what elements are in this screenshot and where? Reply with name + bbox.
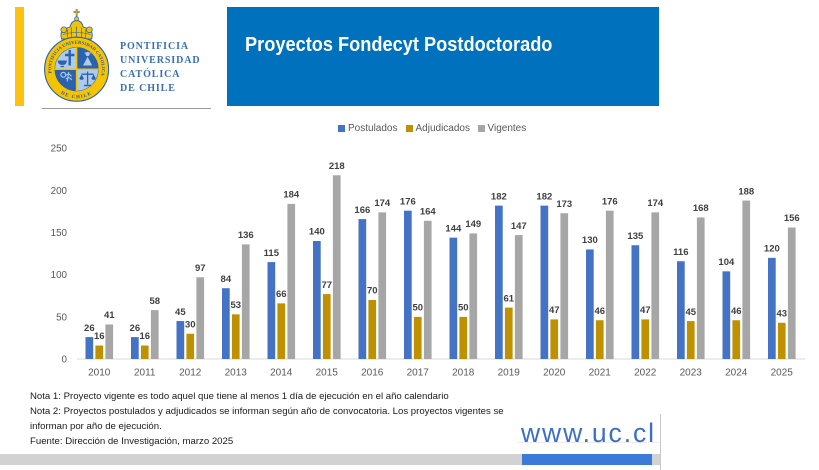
svg-text:47: 47 bbox=[549, 305, 560, 316]
svg-text:66: 66 bbox=[276, 289, 287, 300]
svg-text:135: 135 bbox=[627, 231, 644, 242]
svg-text:136: 136 bbox=[238, 230, 254, 241]
svg-text:164: 164 bbox=[420, 207, 437, 218]
svg-text:2016: 2016 bbox=[361, 367, 384, 378]
svg-text:47: 47 bbox=[640, 305, 651, 316]
svg-text:45: 45 bbox=[175, 307, 186, 318]
svg-text:218: 218 bbox=[329, 161, 345, 172]
svg-text:2019: 2019 bbox=[498, 367, 521, 378]
svg-text:182: 182 bbox=[536, 191, 552, 202]
svg-text:50: 50 bbox=[458, 303, 469, 314]
svg-text:182: 182 bbox=[491, 191, 507, 202]
svg-text:166: 166 bbox=[354, 205, 370, 216]
svg-text:2013: 2013 bbox=[225, 367, 248, 378]
svg-text:70: 70 bbox=[367, 286, 378, 297]
svg-text:2011: 2011 bbox=[134, 367, 156, 378]
svg-text:2018: 2018 bbox=[452, 367, 475, 378]
svg-text:150: 150 bbox=[51, 228, 68, 239]
svg-text:77: 77 bbox=[321, 280, 332, 291]
svg-text:188: 188 bbox=[738, 186, 754, 197]
svg-text:2015: 2015 bbox=[316, 367, 339, 378]
svg-text:84: 84 bbox=[221, 274, 232, 285]
svg-text:250: 250 bbox=[51, 144, 68, 155]
svg-text:184: 184 bbox=[283, 190, 300, 201]
svg-text:46: 46 bbox=[594, 306, 605, 317]
svg-text:30: 30 bbox=[185, 319, 196, 330]
svg-text:176: 176 bbox=[400, 196, 416, 207]
svg-text:104: 104 bbox=[718, 257, 735, 268]
svg-text:147: 147 bbox=[511, 221, 527, 232]
svg-text:140: 140 bbox=[309, 227, 325, 238]
svg-text:2017: 2017 bbox=[407, 367, 430, 378]
svg-text:50: 50 bbox=[412, 303, 423, 314]
svg-text:115: 115 bbox=[264, 248, 280, 259]
svg-text:2025: 2025 bbox=[771, 367, 794, 378]
svg-text:97: 97 bbox=[195, 263, 206, 274]
svg-text:156: 156 bbox=[784, 213, 800, 224]
svg-text:61: 61 bbox=[503, 293, 514, 304]
svg-text:2014: 2014 bbox=[270, 367, 293, 378]
svg-text:DE CHILE: DE CHILE bbox=[60, 91, 94, 100]
svg-text:2020: 2020 bbox=[543, 367, 566, 378]
svg-text:144: 144 bbox=[445, 223, 462, 234]
svg-text:50: 50 bbox=[56, 312, 67, 323]
svg-text:120: 120 bbox=[764, 244, 780, 255]
svg-text:53: 53 bbox=[230, 300, 241, 311]
svg-text:0: 0 bbox=[62, 354, 68, 365]
svg-text:116: 116 bbox=[673, 247, 688, 258]
svg-text:168: 168 bbox=[693, 203, 709, 214]
svg-text:100: 100 bbox=[51, 270, 68, 281]
svg-text:149: 149 bbox=[465, 219, 481, 230]
svg-text:174: 174 bbox=[374, 198, 391, 209]
svg-text:43: 43 bbox=[776, 308, 787, 319]
svg-text:2010: 2010 bbox=[88, 367, 111, 378]
svg-text:2022: 2022 bbox=[634, 367, 657, 378]
svg-text:176: 176 bbox=[602, 196, 618, 207]
svg-text:2021: 2021 bbox=[589, 367, 612, 378]
svg-text:130: 130 bbox=[582, 235, 598, 246]
svg-text:46: 46 bbox=[731, 306, 742, 317]
svg-text:16: 16 bbox=[94, 331, 105, 342]
svg-text:16: 16 bbox=[139, 331, 150, 342]
svg-text:26: 26 bbox=[130, 323, 141, 334]
svg-text:173: 173 bbox=[556, 199, 572, 210]
svg-text:200: 200 bbox=[51, 186, 68, 197]
svg-text:58: 58 bbox=[149, 296, 160, 307]
svg-text:2024: 2024 bbox=[725, 367, 748, 378]
svg-text:41: 41 bbox=[104, 310, 115, 321]
svg-text:2023: 2023 bbox=[680, 367, 703, 378]
svg-text:174: 174 bbox=[647, 198, 664, 209]
svg-text:26: 26 bbox=[84, 323, 95, 334]
svg-text:2012: 2012 bbox=[179, 367, 202, 378]
svg-text:45: 45 bbox=[685, 307, 696, 318]
